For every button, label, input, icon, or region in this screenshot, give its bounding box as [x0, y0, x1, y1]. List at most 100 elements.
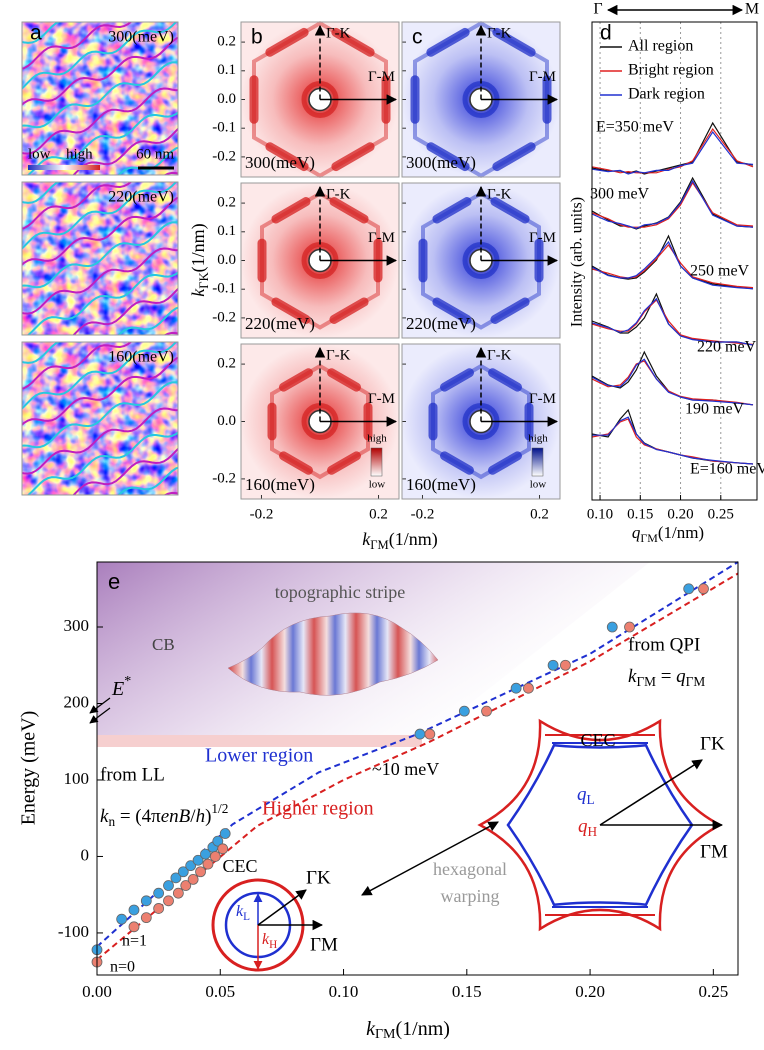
annotation-qpi-relation: kΓM = qΓM — [628, 666, 705, 689]
data-point — [217, 843, 229, 855]
data-point — [180, 880, 192, 891]
cec-gk-label: ΓK — [700, 733, 725, 754]
y-axis-label: Energy (meV) — [18, 711, 40, 826]
x-axis-label: kΓM(1/nm) — [366, 1018, 450, 1043]
landau-label: n=0 — [110, 959, 135, 976]
y-axis-label-part: ΓK — [197, 272, 211, 288]
legend-label: All region — [628, 38, 693, 55]
y-tick-label: 0.1 — [217, 62, 236, 78]
data-point — [177, 866, 189, 878]
x-tick-label: 0.15 — [627, 506, 653, 522]
annotation-ll-formula-part: ) — [205, 806, 211, 827]
x-tick-label: 0.25 — [698, 982, 728, 1001]
annotation-ll-formula: kn = (4πenB/h)1/2 — [100, 801, 228, 829]
cec-qh-label-part: H — [588, 824, 598, 839]
x-tick-label: 0.10 — [329, 982, 359, 1001]
domain-contour — [72, 127, 178, 175]
data-point — [606, 621, 618, 633]
data-point — [414, 728, 426, 740]
domain-contour — [22, 182, 84, 204]
domain-contour — [72, 447, 178, 495]
stm-frame — [21, 181, 179, 336]
colorbar-high: high — [367, 433, 387, 445]
spectrum-label: 190 meV — [685, 401, 745, 418]
cec-inner — [506, 743, 694, 907]
plot-frame — [591, 21, 758, 501]
panel-label: b — [251, 26, 263, 49]
qpi-peak — [279, 368, 313, 392]
cec-kl-label-part: k — [236, 903, 244, 920]
data-point — [202, 858, 214, 870]
cec-kh-label-part: k — [262, 931, 270, 948]
domain-contour — [22, 22, 133, 70]
energy-label: 160(meV) — [406, 475, 476, 494]
data-point — [153, 887, 165, 899]
scale-bar-label: 60 nm — [136, 146, 174, 162]
qpi-peak — [490, 197, 530, 224]
data-point — [185, 860, 197, 872]
cec-qh-label: qH — [578, 816, 598, 839]
x-tick-label: 0.20 — [667, 506, 693, 522]
colorbar — [28, 165, 100, 170]
x-axis-label-part: ΓM — [640, 531, 658, 545]
landau-label: n=1 — [122, 933, 147, 950]
stm-image — [22, 182, 178, 335]
gamma-k-label: Γ-K — [487, 347, 512, 363]
qpi-frame — [401, 182, 561, 339]
annotation-ll-formula-part: / — [190, 806, 196, 827]
gamma-m-label: Γ-M — [529, 391, 556, 407]
domain-contour — [22, 22, 84, 44]
x-tick-label: 0.2 — [530, 506, 549, 522]
spectrum-line — [591, 360, 754, 406]
cec-gm-label: ΓM — [700, 841, 728, 862]
colorbar-high: high — [66, 146, 93, 162]
qpi-peak — [279, 451, 313, 475]
cec-kh-label-part: H — [269, 939, 277, 951]
cec-gk-arrow — [599, 759, 703, 826]
panel-label: a — [30, 22, 42, 45]
domain-contour — [22, 36, 178, 106]
x-tick-label: 0.10 — [587, 506, 613, 522]
spectrum-line — [591, 127, 754, 174]
x-axis-label-part: ΓM — [370, 538, 388, 552]
data-point — [128, 921, 140, 933]
y-tick-label: 0.0 — [217, 413, 236, 429]
energy-label: 220(meV) — [245, 314, 315, 333]
domain-contour — [22, 342, 178, 410]
data-point — [424, 728, 436, 740]
cec-ql-label-part: q — [577, 784, 587, 805]
stm-frame — [21, 21, 179, 176]
qpi-peak — [432, 197, 472, 224]
y-tick-label: -100 — [58, 922, 89, 941]
domain-contour — [26, 271, 178, 335]
qpi-frame — [240, 21, 400, 178]
domain-contour — [22, 221, 178, 289]
data-point — [195, 866, 206, 878]
panel-label: d — [600, 22, 612, 45]
domain-contour — [22, 381, 178, 449]
x-axis-label-part: k — [362, 529, 371, 549]
qpi-peak — [271, 297, 311, 324]
annotation-ll-formula-part: h — [196, 806, 206, 827]
annotation-e-star-part: E — [111, 678, 124, 700]
y-tick-label: 100 — [64, 769, 90, 788]
spectrum-line — [591, 358, 754, 406]
qpi-peak — [331, 27, 375, 57]
data-point — [510, 682, 522, 694]
x-axis-label-part: q — [632, 523, 641, 542]
spectrum-line — [591, 130, 754, 175]
annotation-ll-formula-part: 1/2 — [211, 801, 228, 816]
annotation-e-star: E* — [111, 674, 131, 699]
annotation-stripe: topographic stripe — [275, 582, 405, 602]
x-axis-label: qΓM(1/nm) — [632, 523, 704, 545]
gamma-m-label: Γ-M — [368, 230, 395, 246]
qpi-peak — [426, 142, 470, 172]
data-point — [560, 659, 571, 671]
gamma-k-label: Γ-K — [487, 186, 512, 202]
stm-frame — [21, 341, 179, 496]
qpi-peak — [492, 27, 536, 57]
spectrum-line — [591, 408, 754, 465]
qpi-peak — [488, 451, 522, 475]
series-label: Lower region — [205, 745, 313, 767]
gamma-m-label: Γ-M — [368, 69, 395, 85]
